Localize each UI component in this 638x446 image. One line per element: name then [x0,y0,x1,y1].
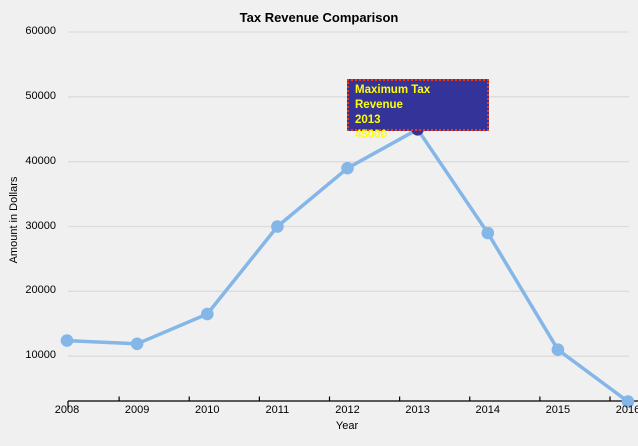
annotation-tooltip: Maximum Tax Revenue 2013 45000 [347,79,489,141]
y-tick-label-10000: 10000 [25,349,56,362]
x-axis-title: Year [335,420,359,432]
x-tick-label-2011: 2011 [265,404,290,416]
chart-title: Tax Revenue Comparison [239,10,399,25]
data-point-2008[interactable] [60,334,74,347]
annotation-title: Maximum Tax Revenue [355,84,431,111]
data-point-2012[interactable] [341,161,354,175]
x-tick-label-2014: 2014 [475,404,500,416]
x-tick-label-2010: 2010 [195,404,220,416]
y-tick-label-30000: 30000 [25,219,56,232]
x-tick-label-2016: 2016 [615,404,638,416]
annotation-category: 2013 [355,114,381,126]
data-point-2009[interactable] [130,337,144,351]
x-tick-label-2009: 2009 [124,404,150,416]
x-tick-label-2008: 2008 [54,404,80,416]
data-point-2010[interactable] [201,307,214,321]
x-tick-label-2012: 2012 [335,404,360,416]
data-point-2014[interactable] [481,226,495,240]
data-point-2011[interactable] [271,220,284,233]
annotation-value: 45000 [355,129,387,141]
y-tick-label-20000: 20000 [25,284,56,297]
y-tick-label-40000: 40000 [25,154,56,167]
data-point-2015[interactable] [551,343,565,357]
y-tick-label-50000: 50000 [25,89,56,102]
data-point-2016[interactable] [621,395,635,408]
x-tick-label-2015: 2015 [545,404,571,416]
x-tick-label-2013: 2013 [405,404,430,416]
y-tick-label-60000: 60000 [25,25,56,37]
